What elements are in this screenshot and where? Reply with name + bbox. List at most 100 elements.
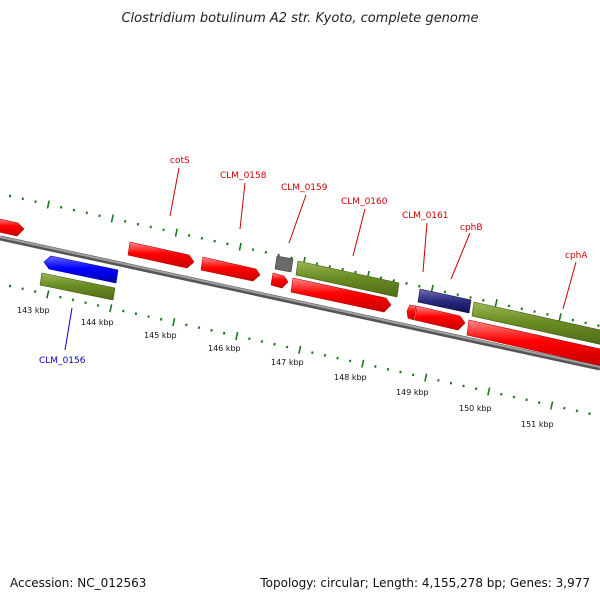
minor-tick: [443, 290, 447, 294]
kbp-label: 151 kbp: [521, 420, 554, 429]
gene-label-clm-0161[interactable]: CLM_0161: [402, 211, 448, 221]
major-tick: [110, 214, 114, 223]
minor-tick: [285, 345, 289, 349]
pseudo-feature[interactable]: [274, 255, 294, 273]
minor-tick: [575, 409, 579, 413]
gene-feature-clm-0160[interactable]: [295, 260, 400, 298]
minor-tick: [405, 281, 408, 285]
gene-feature-clm-0156[interactable]: [39, 272, 116, 301]
cds-feature-small[interactable]: [270, 272, 289, 289]
gene-label-cots[interactable]: cotS: [170, 156, 190, 166]
minor-tick: [437, 378, 440, 382]
accession-text: Accession: NC_012563: [10, 576, 146, 590]
major-tick: [494, 299, 498, 308]
minor-tick: [418, 284, 421, 288]
minor-tick: [546, 312, 549, 316]
kbp-label: 147 kbp: [271, 358, 304, 367]
minor-tick: [134, 312, 138, 316]
minor-tick: [597, 324, 600, 328]
outer-tick-track: [8, 194, 600, 328]
minor-tick: [379, 276, 383, 280]
minor-tick: [98, 214, 101, 218]
gene-label-clm-0156[interactable]: CLM_0156: [39, 356, 86, 366]
kbp-labels: 143 kbp 144 kbp 145 kbp 146 kbp 147 kbp …: [17, 306, 554, 429]
cds-feature-clm-0160[interactable]: [290, 277, 392, 313]
minor-tick: [136, 222, 140, 226]
kbp-label: 144 kbp: [81, 318, 114, 327]
kbp-label: 150 kbp: [459, 404, 492, 413]
minor-tick: [482, 298, 485, 302]
minor-tick: [449, 381, 453, 385]
minor-tick: [34, 200, 37, 204]
minor-tick: [8, 284, 12, 288]
minor-tick: [386, 367, 390, 371]
minor-tick: [525, 398, 528, 402]
minor-tick: [323, 353, 327, 357]
cds-feature-cots[interactable]: [127, 241, 195, 269]
minor-tick: [512, 395, 516, 399]
kbp-label: 145 kbp: [144, 331, 177, 340]
minor-tick: [315, 262, 319, 266]
minor-tick: [147, 315, 150, 318]
minor-tick: [584, 321, 587, 325]
minor-tick: [200, 236, 204, 240]
cds-feature-clm-0158[interactable]: [200, 256, 261, 282]
minor-tick: [588, 412, 591, 416]
minor-tick: [85, 211, 88, 215]
cds-feature-clm-0156-blue[interactable]: [43, 255, 119, 284]
minor-tick: [21, 287, 24, 291]
minor-tick: [226, 242, 229, 246]
major-tick: [550, 401, 554, 410]
minor-tick: [260, 340, 264, 343]
gene-label-cphb[interactable]: cphB: [460, 223, 483, 233]
major-tick: [558, 313, 562, 322]
minor-tick: [8, 194, 12, 198]
feature-layer: [0, 218, 600, 366]
label-leaders: [64, 167, 577, 351]
major-tick: [172, 318, 176, 327]
minor-tick: [399, 370, 402, 374]
minor-tick: [563, 406, 566, 410]
minor-tick: [21, 197, 25, 201]
minor-tick: [197, 326, 201, 330]
gene-label-cpha[interactable]: cphA: [565, 251, 588, 261]
cds-feature-clm-0161[interactable]: [406, 304, 417, 321]
minor-tick: [336, 356, 339, 360]
minor-tick: [123, 219, 127, 223]
genome-summary-text: Topology: circular; Length: 4,155,278 bp…: [259, 576, 590, 590]
major-tick: [46, 290, 50, 299]
gene-feature-cpha[interactable]: [471, 301, 600, 345]
minor-tick: [264, 250, 268, 254]
minor-tick: [59, 205, 63, 209]
genome-backbone: [0, 235, 600, 371]
minor-tick: [374, 365, 377, 368]
minor-tick: [222, 331, 226, 335]
minor-tick: [392, 279, 396, 282]
minor-tick: [469, 296, 472, 299]
minor-tick: [122, 309, 125, 313]
minor-tick: [187, 234, 191, 237]
gene-label-clm-0159[interactable]: CLM_0159: [281, 183, 328, 193]
minor-tick: [84, 301, 87, 305]
major-tick: [487, 387, 491, 396]
minor-tick: [159, 317, 163, 321]
cds-feature-cpha[interactable]: [466, 319, 600, 366]
gene-label-clm-0160[interactable]: CLM_0160: [341, 197, 388, 207]
cds-feature-cphb[interactable]: [414, 305, 466, 331]
major-tick: [238, 242, 242, 251]
gene-feature-cphb-navy[interactable]: [417, 288, 472, 314]
major-tick: [361, 359, 365, 368]
minor-tick: [348, 359, 352, 363]
inner-tick-track: [8, 284, 591, 416]
kbp-label: 148 kbp: [334, 373, 367, 382]
cds-feature-left-edge[interactable]: [0, 218, 25, 237]
major-tick: [235, 331, 239, 341]
minor-tick: [462, 384, 465, 388]
major-tick: [109, 304, 113, 313]
minor-tick: [59, 295, 62, 299]
minor-tick: [311, 351, 314, 355]
gene-label-clm-0158[interactable]: CLM_0158: [220, 171, 267, 181]
minor-tick: [33, 290, 37, 293]
major-tick: [174, 228, 178, 237]
map-title: Clostridium botulinum A2 str. Kyoto, com…: [121, 11, 478, 26]
